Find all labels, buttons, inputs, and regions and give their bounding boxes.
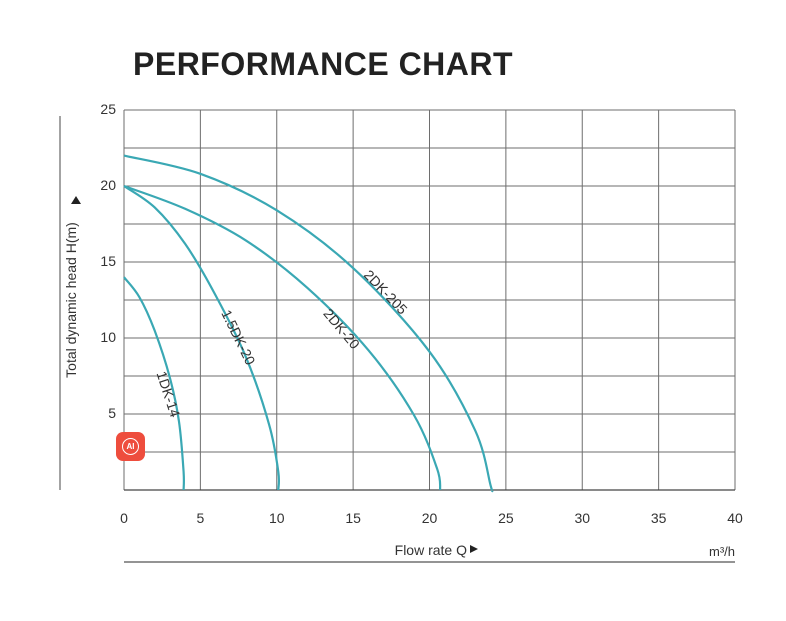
- y-tick-label: 15: [100, 253, 116, 269]
- y-tick-label: 10: [100, 329, 116, 345]
- curve-1dk-14: [123, 276, 186, 491]
- y-tick-label: 25: [100, 101, 116, 117]
- x-tick-label: 20: [422, 510, 438, 526]
- curve-label: 1DK-14: [154, 369, 184, 419]
- curve-label: 1.5DK-20: [218, 307, 258, 367]
- curve-1-5dk-20: [123, 185, 281, 491]
- curve-label: 2DK-20: [320, 305, 363, 352]
- curve-2dk-20: [123, 184, 442, 491]
- y-tick-label: 5: [108, 405, 116, 421]
- x-axis-label: Flow rate Q: [395, 542, 467, 558]
- x-tick-label: 10: [269, 510, 285, 526]
- y-axis-arrow-icon: [71, 196, 81, 204]
- curve-2dk-205: [123, 154, 494, 493]
- x-axis-unit: m³/h: [709, 544, 735, 559]
- x-tick-label: 0: [120, 510, 128, 526]
- x-tick-label: 40: [727, 510, 743, 526]
- x-tick-label: 5: [196, 510, 204, 526]
- x-tick-label: 35: [651, 510, 667, 526]
- chart-title: PERFORMANCE CHART: [133, 46, 514, 82]
- ai-badge[interactable]: AI: [116, 432, 145, 461]
- x-tick-label: 15: [345, 510, 361, 526]
- curve-label: 2DK-205: [361, 267, 411, 318]
- y-tick-label: 20: [100, 177, 116, 193]
- ai-badge-label: AI: [122, 438, 139, 455]
- y-axis-label: Total dynamic head H(m): [63, 222, 79, 378]
- x-tick-label: 25: [498, 510, 514, 526]
- x-tick-label: 30: [574, 510, 590, 526]
- x-axis-arrow-icon: [470, 545, 478, 553]
